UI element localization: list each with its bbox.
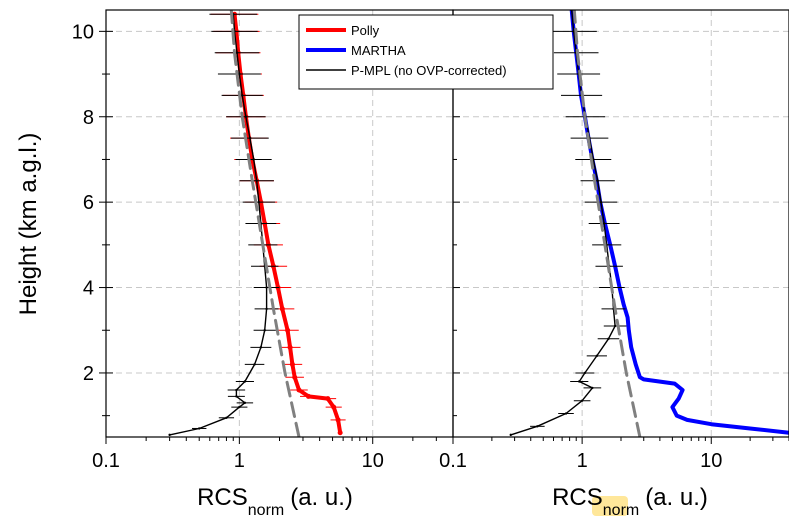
left-polly-point (325, 396, 331, 402)
left-polly-point (279, 306, 285, 312)
left-polly-point (296, 387, 302, 393)
left-polly-point (285, 327, 291, 333)
right-p-mpl-no-ovp-corrected-point (599, 200, 603, 204)
legend-label: P-MPL (no OVP-corrected) (351, 63, 507, 78)
left-y-ticks (99, 30, 113, 417)
y-axis-title: Height (km a.g.l.) (15, 133, 42, 316)
right-p-mpl-no-ovp-corrected-point (536, 425, 539, 428)
right-p-mpl-no-ovp-corrected-point (583, 371, 587, 375)
left-p-mpl-no-ovp-corrected-point (238, 405, 241, 409)
left-polly-point (331, 404, 337, 410)
right-p-mpl-no-ovp-corrected-point (602, 222, 606, 225)
left-panel: 0.1 1 10 2 4 6 8 10 (72, 9, 454, 472)
left-x-ticks (105, 437, 454, 444)
y-tick-label: 6 (83, 192, 94, 214)
left-p-mpl-no-ovp-corrected-point (235, 395, 238, 398)
left-p-mpl-no-ovp-corrected-point (252, 158, 255, 161)
left-x-tick-label: 0.1 (92, 450, 120, 472)
right-x-ticks (452, 437, 789, 444)
left-p-mpl-no-ovp-corrected-point (253, 363, 256, 366)
left-polly-point (287, 344, 293, 350)
left-p-mpl-no-ovp-corrected-line (168, 13, 268, 436)
left-p-mpl-no-ovp-corrected-point (168, 433, 171, 437)
legend-label: Polly (351, 23, 380, 38)
left-p-mpl-no-ovp-corrected-point (198, 427, 201, 430)
right-x-tick-label: 10 (700, 450, 722, 472)
left-p-mpl-no-ovp-corrected-point (243, 380, 247, 383)
right-x-tick-label: 0.1 (439, 450, 467, 472)
left-series-group (168, 10, 346, 437)
norm-highlight (592, 496, 628, 516)
left-p-mpl-no-ovp-corrected-point (238, 72, 241, 76)
left-x-axis-title-units: (a. u.) (290, 484, 353, 511)
left-p-mpl-no-ovp-corrected-point (235, 388, 238, 392)
left-p-mpl-no-ovp-corrected-point (265, 307, 268, 311)
right-panel: 0.1 1 10 (439, 9, 789, 472)
left-x-tick-label: 1 (234, 450, 245, 472)
right-p-mpl-no-ovp-corrected-point (509, 433, 512, 437)
right-p-mpl-no-ovp-corrected-point (578, 380, 581, 383)
legend: Polly MARTHA P-MPL (no OVP-corrected) (298, 14, 554, 90)
right-x-axis-title: RCSnorm (a. u.) (552, 484, 708, 519)
right-x-axis-title-subscript: norm (603, 502, 639, 519)
right-x-tick-label: 1 (577, 450, 588, 472)
left-p-mpl-no-ovp-corrected-point (263, 329, 266, 332)
left-polly-point (337, 430, 343, 436)
left-p-mpl-no-ovp-corrected-point (244, 115, 248, 118)
right-p-mpl-no-ovp-corrected-point (572, 30, 575, 33)
left-reference-fit-line (229, 10, 301, 437)
left-x-axis-title-main: RCS (197, 484, 248, 511)
left-polly-point (335, 417, 341, 423)
right-p-mpl-no-ovp-corrected-point (607, 337, 610, 340)
left-x-tick-label: 10 (362, 450, 384, 472)
left-p-mpl-no-ovp-corrected-point (255, 179, 258, 182)
y-tick-label: 2 (83, 363, 94, 385)
right-p-mpl-no-ovp-corrected-point (613, 324, 617, 328)
right-series-group (509, 10, 789, 437)
right-x-axis-title-units: (a. u.) (645, 484, 708, 511)
left-x-axis-title-subscript: norm (248, 502, 284, 519)
legend-label: MARTHA (351, 43, 406, 58)
y-tick-label: 8 (83, 107, 94, 129)
right-p-mpl-no-ovp-corrected-point (564, 412, 568, 415)
right-p-mpl-no-ovp-corrected-point (591, 386, 594, 390)
left-polly-point (289, 361, 295, 367)
left-polly-point (306, 393, 312, 399)
left-x-axis-title: RCSnorm (a. u.) (197, 484, 353, 519)
right-p-mpl-no-ovp-corrected-point (596, 179, 599, 182)
right-reference-fit-line (572, 10, 642, 437)
left-p-mpl-no-ovp-corrected-point (243, 401, 247, 405)
right-x-axis-title-main: RCS (552, 484, 603, 511)
left-p-mpl-no-ovp-corrected-point (240, 94, 244, 97)
left-p-mpl-no-ovp-corrected-point (265, 286, 268, 289)
left-p-mpl-no-ovp-corrected-point (257, 200, 261, 204)
right-series-reference-fit (572, 10, 642, 437)
y-tick-label: 4 (83, 278, 94, 300)
left-polly-point (292, 374, 298, 380)
left-p-mpl-no-ovp-corrected-point (248, 136, 252, 140)
left-p-mpl-no-ovp-corrected-point (225, 416, 228, 419)
right-p-mpl-no-ovp-corrected-point (595, 354, 599, 358)
left-p-mpl-no-ovp-corrected-point (259, 346, 263, 349)
left-p-mpl-no-ovp-corrected-point (235, 51, 239, 54)
y-tick-label: 10 (72, 21, 94, 43)
right-p-mpl-no-ovp-corrected-point (580, 399, 584, 402)
left-series-reference-fit (229, 10, 301, 437)
